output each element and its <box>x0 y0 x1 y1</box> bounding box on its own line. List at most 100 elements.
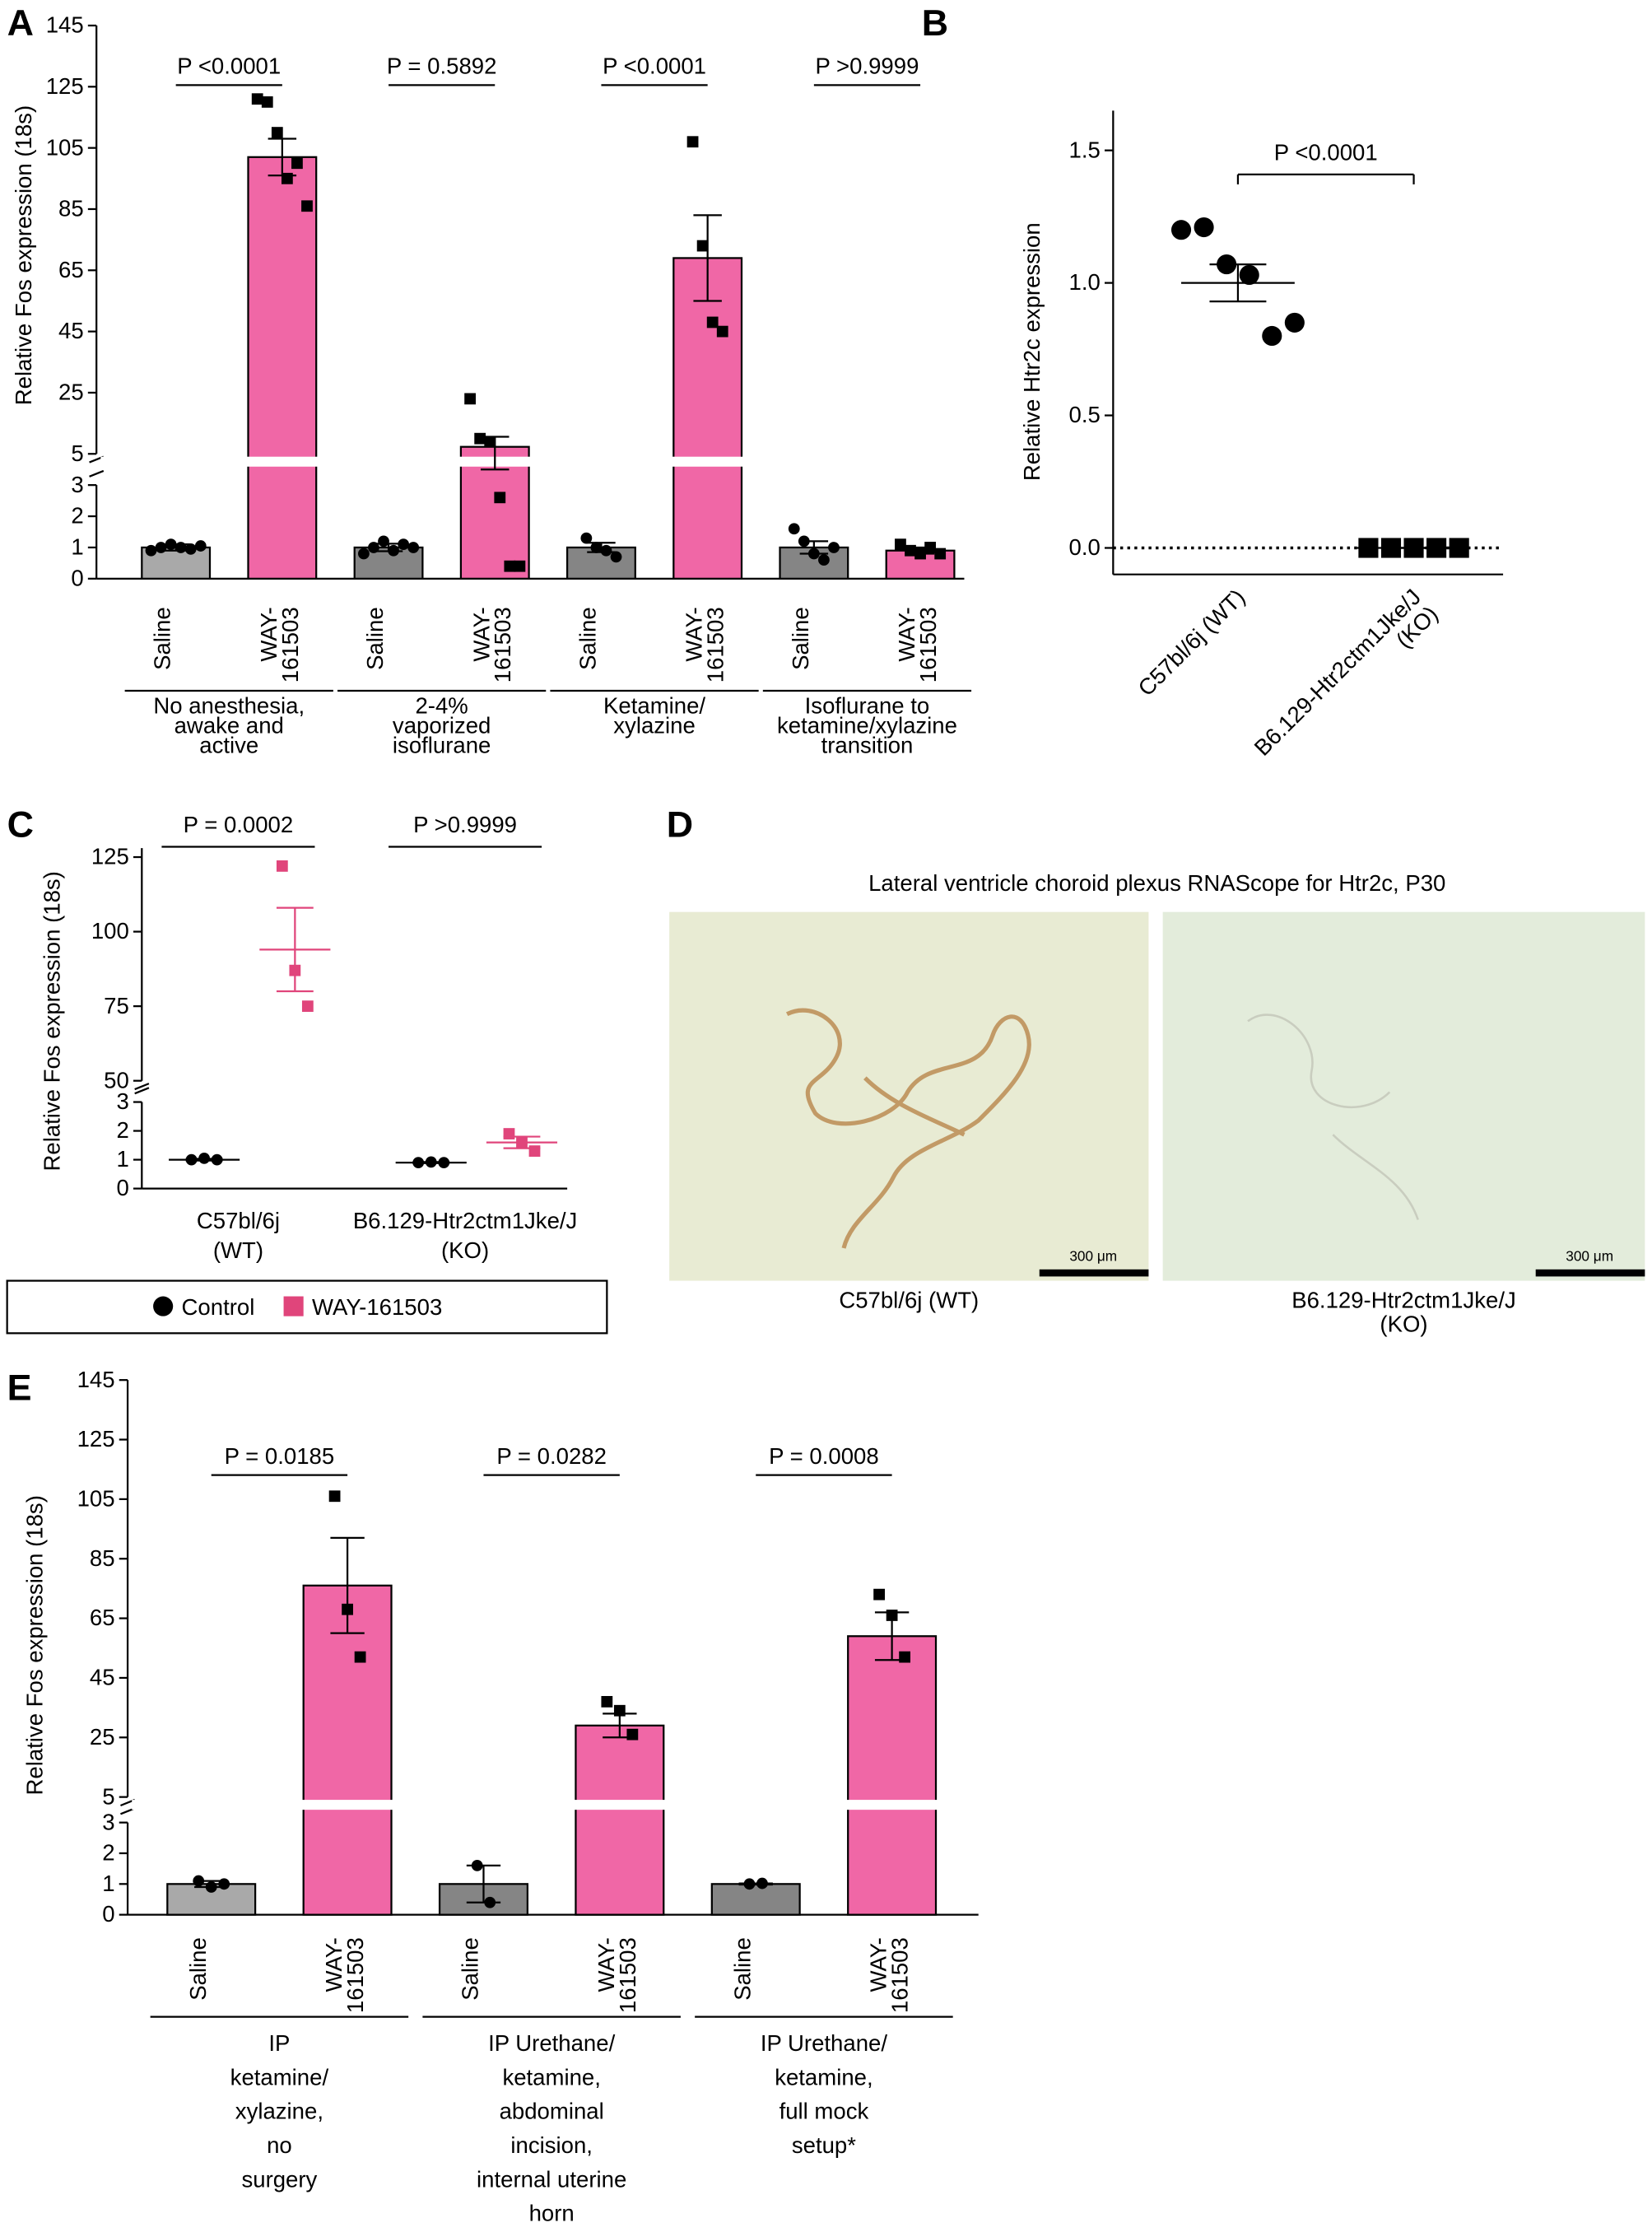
group-label: No anesthesia, awake and active <box>153 693 305 758</box>
data-point <box>798 535 810 548</box>
y-tick-label: 85 <box>58 196 84 221</box>
y-tick-label: 50 <box>104 1067 129 1093</box>
data-point <box>601 1695 613 1708</box>
data-point <box>276 860 288 872</box>
y-axis-label: Relative Fos expression (18s) <box>22 1495 48 1795</box>
data-point <box>398 538 410 551</box>
data-point <box>1426 538 1447 558</box>
data-point <box>626 1728 639 1740</box>
data-point <box>886 1610 898 1621</box>
y-tick-label: 100 <box>91 918 129 944</box>
bar <box>672 257 743 580</box>
data-point <box>358 548 370 560</box>
image-caption: B6.129-Htr2ctm1Jke/J (KO) <box>1291 1287 1516 1336</box>
y-tick-label: 0 <box>71 565 83 590</box>
panel-letter: E <box>7 1367 32 1408</box>
data-point <box>471 1860 483 1871</box>
y-axis-label: Relative Fos expression (18s) <box>39 871 64 1171</box>
data-point <box>155 542 167 553</box>
p-value: P = 0.0185 <box>225 1443 335 1469</box>
x-tick-label: Saline <box>150 607 175 670</box>
y-tick-label: 125 <box>77 1426 115 1451</box>
data-point <box>271 127 283 138</box>
data-point <box>528 1145 541 1157</box>
micrograph <box>669 911 1149 1281</box>
y-tick-label: 25 <box>90 1724 115 1750</box>
axis-break-band <box>100 456 965 467</box>
data-point <box>175 542 187 553</box>
data-point <box>600 544 612 557</box>
p-value: P = 0.0008 <box>769 1443 879 1469</box>
axis-break <box>134 1083 150 1091</box>
data-point <box>281 172 293 184</box>
y-tick-label: 125 <box>91 844 129 869</box>
data-point <box>828 542 840 553</box>
data-point <box>184 543 197 555</box>
data-point <box>291 157 303 170</box>
group-label: Isoflurane to ketamine/xylazine transition <box>777 693 957 758</box>
x-tick-label: WAY-161503 <box>468 607 515 683</box>
panel-letter: D <box>667 804 693 845</box>
x-tick-label: B6.129-Htr2ctm1Jke/J(KO) <box>1249 584 1443 777</box>
bar <box>575 1724 665 1916</box>
data-point <box>354 1651 366 1663</box>
data-point <box>696 240 709 252</box>
micrograph <box>1162 911 1645 1281</box>
y-tick-label: 145 <box>46 12 84 38</box>
x-tick-label: Saline <box>458 1937 483 2001</box>
data-point <box>193 1875 205 1887</box>
data-point <box>1194 217 1214 238</box>
p-value: P >0.9999 <box>816 54 919 79</box>
y-axis-label: Relative Htr2c expression <box>1019 222 1045 481</box>
y-axis-label: Relative Fos expression (18s) <box>11 105 36 405</box>
y-tick-label: 75 <box>104 993 129 1018</box>
x-tick-label: Saline <box>788 607 813 670</box>
data-point <box>412 1157 425 1168</box>
data-point <box>905 544 916 557</box>
scale-bar <box>1535 1269 1645 1277</box>
x-tick-label: Saline <box>729 1937 755 2001</box>
y-tick-label: 3 <box>71 472 83 497</box>
y-tick-label: 25 <box>58 380 84 405</box>
data-point <box>1217 254 1237 275</box>
axis-break-band <box>132 1800 979 1810</box>
data-point <box>484 436 496 448</box>
scale-label: 300 μm <box>1566 1247 1613 1264</box>
scale-bar <box>1039 1269 1149 1277</box>
data-point <box>1380 538 1402 558</box>
bar <box>779 546 849 580</box>
data-point <box>194 540 207 552</box>
data-point <box>706 316 719 329</box>
data-point <box>1449 538 1469 558</box>
image-caption: C57bl/6j (WT) <box>839 1287 979 1312</box>
data-point <box>251 93 263 105</box>
data-point <box>185 1153 198 1166</box>
panel-d: Lateral ventricle choroid plexus RNAScop… <box>669 870 1645 1337</box>
x-tick-label: C57bl/6j (WT) <box>1133 584 1249 701</box>
data-point <box>1170 220 1192 240</box>
data-point <box>610 551 622 563</box>
x-tick-label: Saline <box>575 607 601 670</box>
data-point <box>165 538 177 551</box>
data-point <box>407 542 420 553</box>
y-tick-label: 1 <box>71 534 83 560</box>
data-point <box>388 544 399 557</box>
y-tick-label: 2 <box>71 503 83 529</box>
y-tick-label: 105 <box>77 1485 115 1511</box>
data-point <box>716 325 728 338</box>
bar <box>247 156 318 580</box>
data-point <box>807 548 820 560</box>
data-point <box>873 1588 885 1601</box>
y-tick-label: 2 <box>102 1840 114 1866</box>
data-point <box>301 200 313 212</box>
data-point <box>914 548 926 560</box>
group-label: Ketamine/xylazine <box>603 693 705 739</box>
tissue <box>1247 1013 1419 1220</box>
x-tick-label: C57bl/6j (WT) <box>197 1208 280 1263</box>
y-tick-label: 5 <box>102 1783 114 1809</box>
data-point <box>516 1136 528 1149</box>
data-point <box>145 544 157 557</box>
legend-swatch <box>283 1296 304 1316</box>
data-point <box>503 1128 515 1139</box>
